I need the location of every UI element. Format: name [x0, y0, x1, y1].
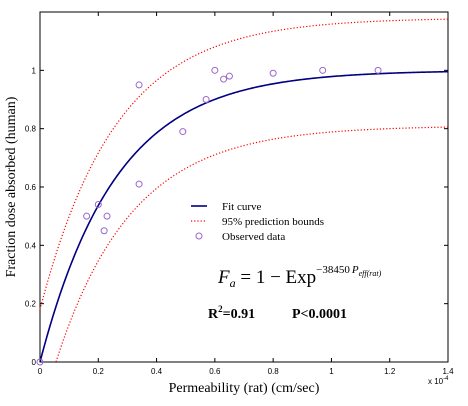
p-value: P<0.0001	[292, 307, 347, 322]
x-tick-label: 1.2	[384, 367, 396, 376]
y-tick-label: 0.4	[25, 241, 37, 250]
equation: Fa = 1 − Exp−38450 Peff(rat)	[217, 264, 382, 290]
legend: Fit curve 95% prediction bounds Observed…	[191, 201, 324, 243]
lower-prediction-bound	[55, 126, 449, 363]
fit-curve	[39, 70, 449, 363]
observed-point	[135, 180, 143, 188]
y-axis-label: Fraction dose absorbed (human)	[4, 96, 19, 277]
legend-swatch-observed	[195, 232, 203, 240]
legend-label-fit: Fit curve	[222, 201, 262, 213]
x-tick-label: 0.2	[93, 367, 105, 376]
observed-point	[135, 81, 143, 89]
x-multiplier-exponent: -4	[443, 376, 449, 382]
legend-label-observed: Observed data	[222, 231, 285, 243]
observed-point	[319, 66, 327, 74]
y-tick-label: 0.6	[25, 183, 37, 192]
x-tick-label: 0.4	[151, 367, 163, 376]
observed-point	[100, 227, 108, 235]
observed-point	[374, 66, 382, 74]
observed-point	[211, 66, 219, 74]
x-tick-label: 1.4	[442, 367, 454, 376]
observed-point	[269, 69, 277, 77]
y-tick-label: 0.8	[25, 125, 37, 134]
observed-point	[179, 128, 187, 136]
y-tick-label: 1	[32, 66, 37, 75]
y-tick-label: 0	[32, 358, 37, 367]
observed-points	[36, 66, 382, 366]
fit-curve-group	[39, 70, 449, 363]
observed-point	[202, 96, 210, 103]
x-tick-label: 0.8	[268, 367, 280, 376]
x-tick-label: 0	[38, 367, 43, 376]
observed-point	[220, 75, 228, 83]
observed-point	[103, 212, 111, 220]
observed-point	[94, 201, 102, 208]
ticks: 0 0.2 0.4 0.6 0.8 1 1.2 1.4 0 0.2 0.4 0.6 0.8 1	[25, 12, 454, 376]
upper-prediction-bound	[39, 18, 449, 310]
observed-point	[83, 212, 91, 220]
y-tick-label: 0.2	[25, 300, 37, 309]
x-tick-label: 0.6	[209, 367, 221, 376]
prediction-bounds	[39, 18, 449, 363]
observed-point	[225, 72, 233, 80]
x-multiplier: x 10-4	[428, 376, 449, 386]
x-multiplier-base: x 10	[428, 377, 444, 386]
legend-label-bounds: 95% prediction bounds	[222, 216, 324, 228]
r-squared: R2=0.91	[208, 304, 255, 322]
x-axis-label: Permeability (rat) (cm/sec)	[169, 381, 320, 396]
observed-point	[36, 358, 44, 366]
x-tick-label: 1	[329, 367, 334, 376]
